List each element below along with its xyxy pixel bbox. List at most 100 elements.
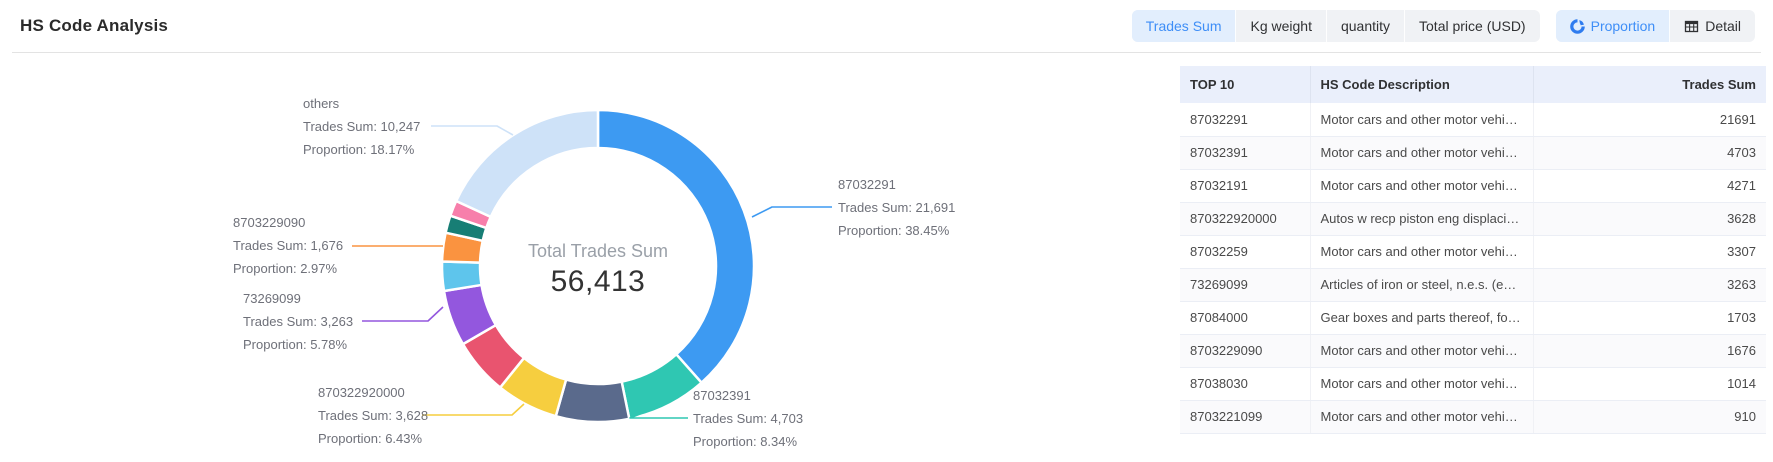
label-segment-name: 73269099 xyxy=(243,291,301,306)
trades-sum-cell: 910 xyxy=(1533,400,1766,434)
table-row: 8703221099 Motor cars and other motor veh… xyxy=(1180,400,1766,434)
metric-tab-kg-weight[interactable]: Kg weight xyxy=(1236,10,1327,42)
metric-tab-trades-sum[interactable]: Trades Sum xyxy=(1131,10,1237,42)
hs-code-cell: 87032291 xyxy=(1180,103,1311,137)
hs-code-cell: 870322920000 xyxy=(1180,202,1311,236)
trades-sum-cell: 1014 xyxy=(1533,367,1766,401)
trades-sum-cell: 3263 xyxy=(1533,268,1766,302)
view-tab-label: Detail xyxy=(1705,18,1741,34)
label-leader-87032291 xyxy=(751,206,832,218)
header-divider xyxy=(12,52,1761,53)
donut-center-value: 56,413 xyxy=(550,265,646,298)
trades-sum-cell: 4271 xyxy=(1533,169,1766,203)
label-proportion: Proportion: 18.17% xyxy=(303,142,415,157)
donut-segment-87032191[interactable] xyxy=(554,378,631,424)
table-row: 87032291 Motor cars and other motor vehic… xyxy=(1180,103,1766,137)
table-row: 87038030 Motor cars and other motor vehic… xyxy=(1180,367,1766,401)
donut-segment-87032291[interactable] xyxy=(596,108,756,384)
hs-code-cell: 87032191 xyxy=(1180,169,1311,203)
metric-tab-group: Trades Sum Kg weight quantity Total price (… xyxy=(1131,10,1540,42)
hs-code-table: TOP 10 HS Code Description Trades Sum 8703… xyxy=(1180,66,1766,434)
chart-label-others: others Trades Sum: 10,247 Proportion: 18.1… xyxy=(303,92,420,161)
page-title: HS Code Analysis xyxy=(20,16,169,35)
description-cell: Motor cars and other motor vehicles p... xyxy=(1310,235,1534,269)
chart-label-8703229090: 8703229090 Trades Sum: 1,676 Proportion: 2… xyxy=(233,211,343,280)
table-header-row: TOP 10 HS Code Description Trades Sum xyxy=(1180,66,1766,103)
label-leader-73269099 xyxy=(362,306,444,322)
trades-sum-cell: 3628 xyxy=(1533,202,1766,236)
table-row: 870322920000 Autos w recp piston eng disp… xyxy=(1180,202,1766,236)
description-cell: Motor cars and other motor vehicles p... xyxy=(1310,103,1534,137)
label-proportion: Proportion: 8.34% xyxy=(693,434,798,449)
label-leader-others xyxy=(431,125,514,136)
metric-tab-label: quantity xyxy=(1340,18,1391,34)
view-tab-label: Proportion xyxy=(1590,18,1656,34)
label-proportion: Proportion: 5.78% xyxy=(243,337,348,352)
table-icon xyxy=(1684,19,1699,34)
label-proportion: Proportion: 2.97% xyxy=(233,261,338,276)
label-segment-name: 87032291 xyxy=(838,177,896,192)
column-header-trades-sum: Trades Sum xyxy=(1533,66,1766,103)
metric-tab-label: Total price (USD) xyxy=(1419,18,1526,34)
table-row: 87032391 Motor cars and other motor vehic… xyxy=(1180,136,1766,170)
label-segment-name: 87032391 xyxy=(693,388,751,403)
hs-code-cell: 73269099 xyxy=(1180,268,1311,302)
donut-center-label: Total Trades Sum 56,413 xyxy=(438,241,758,299)
column-header-hs-code-description: HS Code Description xyxy=(1310,66,1534,103)
label-proportion: Proportion: 6.43% xyxy=(318,431,423,446)
hs-code-cell: 8703229090 xyxy=(1180,334,1311,368)
label-segment-name: 870322920000 xyxy=(318,385,405,400)
description-cell: Motor cars and other motor vehicles p... xyxy=(1310,400,1534,434)
description-cell: Motor cars and other motor vehicles p... xyxy=(1310,169,1534,203)
trades-sum-cell: 1676 xyxy=(1533,334,1766,368)
trades-sum-cell: 4703 xyxy=(1533,136,1766,170)
page-header: HS Code Analysis Trades Sum Kg weight quan… xyxy=(0,0,1773,52)
top10-table: TOP 10 HS Code Description Trades Sum 8703… xyxy=(1180,66,1766,434)
chart-label-870322920000: 870322920000 Trades Sum: 3,628 Proportion:… xyxy=(318,381,428,450)
description-cell: Motor cars and other motor vehicles p... xyxy=(1310,367,1534,401)
label-segment-name: 8703229090 xyxy=(233,215,306,230)
table-row: 87084000 Gear boxes and parts thereof, fo… xyxy=(1180,301,1766,335)
description-cell: Motor cars and other motor vehicles p... xyxy=(1310,334,1534,368)
table-row: 8703229090 Motor cars and other motor veh… xyxy=(1180,334,1766,368)
table-row: 87032259 Motor cars and other motor vehic… xyxy=(1180,235,1766,269)
label-segment-name: others xyxy=(303,96,340,111)
description-cell: Gear boxes and parts thereof, for tract.… xyxy=(1310,301,1534,335)
description-cell: Autos w recp piston eng displacing > ... xyxy=(1310,202,1534,236)
metric-tab-quantity[interactable]: quantity xyxy=(1327,10,1406,42)
label-trades-sum: Trades Sum: 3,263 xyxy=(243,314,354,329)
header-controls: Trades Sum Kg weight quantity Total price (… xyxy=(1131,10,1755,42)
donut-segment-others[interactable] xyxy=(454,108,600,219)
donut-center-title: Total Trades Sum xyxy=(527,241,669,261)
chart-label-73269099: 73269099 Trades Sum: 3,263 Proportion: 5.7… xyxy=(243,287,353,356)
label-trades-sum: Trades Sum: 1,676 xyxy=(233,238,344,253)
donut-icon xyxy=(1569,18,1585,34)
label-trades-sum: Trades Sum: 4,703 xyxy=(693,411,804,426)
metric-tab-total-price-usd[interactable]: Total price (USD) xyxy=(1405,10,1540,42)
hs-code-cell: 87038030 xyxy=(1180,367,1311,401)
label-trades-sum: Trades Sum: 21,691 xyxy=(838,200,956,215)
metric-tab-label: Kg weight xyxy=(1250,18,1312,34)
table-row: 73269099 Articles of iron or steel, n.e.s… xyxy=(1180,268,1766,302)
column-header-top-10: TOP 10 xyxy=(1180,66,1311,103)
view-tab-proportion[interactable]: Proportion xyxy=(1555,10,1671,42)
label-proportion: Proportion: 38.45% xyxy=(838,223,950,238)
description-cell: Motor cars and other motor vehicles p... xyxy=(1310,136,1534,170)
table-row: 87032191 Motor cars and other motor vehic… xyxy=(1180,169,1766,203)
hs-code-cell: 87032391 xyxy=(1180,136,1311,170)
trades-sum-cell: 3307 xyxy=(1533,235,1766,269)
hs-code-cell: 8703221099 xyxy=(1180,400,1311,434)
trades-sum-cell: 1703 xyxy=(1533,301,1766,335)
view-tab-detail[interactable]: Detail xyxy=(1670,10,1755,42)
chart-label-87032391: 87032391 Trades Sum: 4,703 Proportion: 8.3… xyxy=(693,384,803,453)
label-leader-870322920000 xyxy=(422,403,525,416)
metric-tab-label: Trades Sum xyxy=(1145,18,1222,34)
hs-code-cell: 87084000 xyxy=(1180,301,1311,335)
view-tab-group: Proportion Detail xyxy=(1555,10,1755,42)
label-leader-87032391 xyxy=(629,409,688,419)
label-trades-sum: Trades Sum: 3,628 xyxy=(318,408,429,423)
trades-sum-cell: 21691 xyxy=(1533,103,1766,137)
hs-code-cell: 87032259 xyxy=(1180,235,1311,269)
